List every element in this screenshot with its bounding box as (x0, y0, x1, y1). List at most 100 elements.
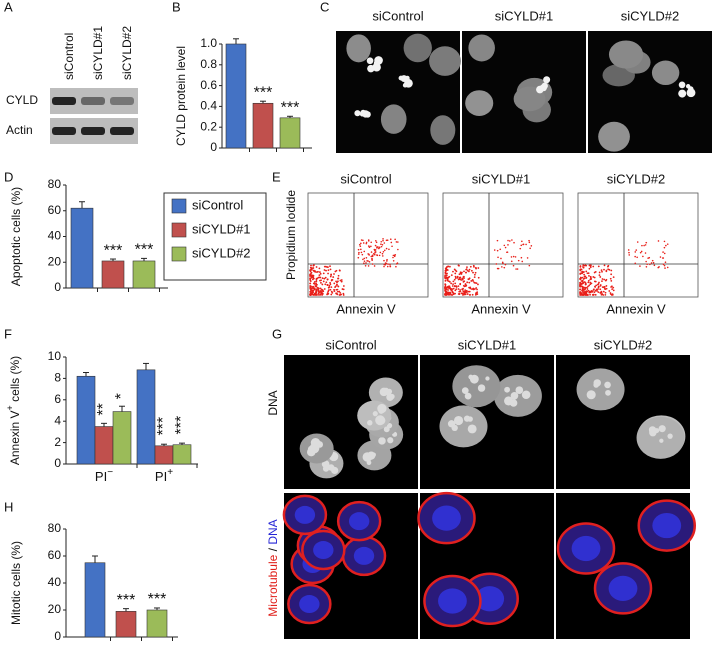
chromatin-spot (307, 447, 316, 457)
flow-event-dot (516, 268, 519, 270)
y-tick-label: 40 (48, 575, 62, 589)
panel-e-flow-cytometry: Propidium Iodide siControl Annexin V siCYLD… (284, 171, 699, 316)
flow-event-dot (604, 291, 607, 294)
row-label-dna: DNA (266, 390, 280, 415)
blot-row-label: Actin (6, 123, 33, 137)
chromatin-spot (453, 415, 464, 426)
flow-event-dot (367, 253, 369, 255)
flow-event-dot (599, 284, 602, 286)
flow-event-dot (495, 263, 498, 265)
flow-event-dot (372, 253, 375, 255)
y-tick-label: 0.2 (200, 119, 217, 133)
flow-event-dot (474, 293, 477, 296)
chromatin-spot (659, 438, 664, 443)
flow-event-dot (455, 288, 458, 291)
image-title: siCYLD#2 (621, 8, 680, 23)
flow-event-dot (645, 241, 648, 244)
flow-event-dot (504, 263, 507, 266)
flow-event-dot (579, 273, 582, 275)
group-label-superscript: − (107, 467, 113, 478)
flow-event-dot (528, 264, 531, 267)
flow-event-dot (512, 255, 515, 258)
flow-event-dot (627, 249, 630, 251)
flow-event-dot (473, 281, 476, 284)
flow-event-dot (382, 250, 385, 253)
flow-event-dot (327, 272, 329, 275)
panel-c-micrographs: siControl siCYLD#1 siCYLD#2 (336, 8, 712, 153)
flow-event-dot (317, 276, 320, 279)
flow-event-dot (458, 278, 460, 281)
flow-plot-frame (577, 192, 699, 298)
flow-event-dot (325, 269, 327, 272)
flow-event-dot (517, 259, 520, 262)
flow-event-dot (315, 282, 317, 285)
flow-event-dot (391, 245, 393, 248)
flow-event-dot (519, 247, 522, 250)
flow-event-dot (612, 276, 615, 279)
flow-event-dot (639, 265, 641, 267)
flow-event-dot (612, 289, 615, 292)
row-label-part: / (266, 545, 280, 555)
flow-event-dot (471, 293, 474, 296)
flow-event-dot (395, 263, 398, 265)
apoptotic-fragment (543, 76, 551, 84)
flow-event-dot (454, 289, 457, 292)
flow-event-dot (468, 281, 471, 284)
flow-event-dot (310, 268, 313, 271)
flow-event-dot (503, 266, 506, 269)
bar (154, 445, 174, 465)
flow-event-dot (464, 285, 467, 287)
chromatin-spot (372, 411, 378, 417)
significance-marker: *** (135, 242, 154, 259)
flow-event-dot (327, 292, 330, 295)
flow-event-dot (322, 272, 325, 275)
flow-event-dot (448, 275, 451, 278)
flow-event-dot (601, 280, 603, 283)
bar (76, 375, 96, 465)
flow-event-dot (583, 273, 586, 276)
flow-event-dot (371, 263, 374, 265)
flow-event-dot (580, 268, 583, 271)
apoptotic-fragment (364, 111, 371, 118)
flow-event-dot (584, 283, 587, 286)
flow-event-dot (342, 292, 345, 295)
flow-event-dot (454, 272, 457, 275)
flow-event-dot (367, 240, 370, 242)
apoptotic-fragment (685, 84, 691, 89)
flow-event-dot (594, 289, 597, 292)
flow-event-dot (456, 276, 459, 279)
flow-event-dot (522, 243, 524, 246)
flow-event-dot (636, 256, 638, 259)
flow-event-dot (310, 292, 313, 295)
chromatin-spot (469, 374, 479, 384)
panel-letter-f: F (4, 326, 12, 341)
flow-event-dot (473, 276, 476, 278)
chromatin-spot (327, 464, 335, 471)
flow-event-dot (584, 290, 586, 293)
y-tick-label: 60 (48, 548, 62, 562)
flow-event-dot (444, 274, 447, 277)
flow-event-dot (628, 251, 630, 254)
flow-event-dot (459, 282, 462, 285)
flow-event-dot (337, 274, 340, 277)
flow-event-dot (383, 249, 386, 252)
flow-event-dot (321, 283, 324, 286)
flow-event-dot (457, 288, 460, 290)
group-label-superscript: + (167, 467, 173, 478)
flow-event-dot (362, 239, 364, 242)
flow-x-axis-label: Annexin V (471, 301, 531, 316)
flow-event-dot (447, 289, 450, 291)
legend-swatch (171, 198, 187, 214)
dna-stain (348, 512, 370, 531)
chromatin-spot (477, 384, 486, 392)
apoptotic-fragment (404, 78, 413, 88)
flow-event-dot (454, 282, 457, 285)
flow-event-dot (509, 240, 511, 242)
flow-event-dot (643, 244, 645, 247)
flow-event-dot (596, 288, 599, 291)
flow-event-dot (373, 265, 376, 267)
flow-event-dot (601, 270, 603, 273)
flow-event-dot (461, 288, 464, 291)
chromatin-spot (451, 424, 458, 432)
flow-event-dot (472, 288, 475, 291)
